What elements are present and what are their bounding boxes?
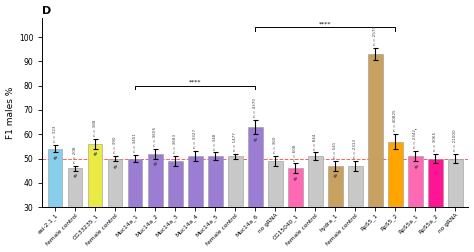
Text: n = 390: n = 390 xyxy=(113,137,117,153)
Bar xyxy=(388,142,402,207)
Bar xyxy=(268,161,283,207)
Text: #: # xyxy=(293,177,298,182)
Bar xyxy=(228,156,243,207)
Y-axis label: F1 males %: F1 males % xyxy=(6,86,15,139)
Text: n = 844: n = 844 xyxy=(313,133,318,150)
Bar xyxy=(68,168,82,207)
Text: #: # xyxy=(93,152,98,158)
Text: #: # xyxy=(153,162,158,167)
Text: #: # xyxy=(413,165,418,170)
Text: n = 3683: n = 3683 xyxy=(173,134,177,153)
Text: n = 40825: n = 40825 xyxy=(393,110,397,131)
Bar xyxy=(48,149,63,207)
Text: #: # xyxy=(253,138,258,143)
Text: n = 348: n = 348 xyxy=(213,133,217,150)
Text: n = 608: n = 608 xyxy=(293,144,297,161)
Text: n = 208: n = 208 xyxy=(73,146,77,163)
Bar xyxy=(448,159,463,207)
Bar xyxy=(368,54,383,207)
Text: n = 1477: n = 1477 xyxy=(233,132,237,151)
Text: ****: **** xyxy=(189,80,201,85)
Bar xyxy=(88,144,102,207)
Text: n = 4370: n = 4370 xyxy=(253,98,257,117)
Text: n = 21000: n = 21000 xyxy=(454,129,457,151)
Bar xyxy=(148,154,163,207)
Text: n = 2570: n = 2570 xyxy=(374,26,377,45)
Text: n = 541: n = 541 xyxy=(333,142,337,158)
Text: n = 3451: n = 3451 xyxy=(133,133,137,152)
Text: .: . xyxy=(414,122,417,132)
Bar xyxy=(128,159,143,207)
Bar xyxy=(428,159,443,207)
Text: #: # xyxy=(113,165,118,170)
Text: #: # xyxy=(333,174,337,179)
Text: n = 323: n = 323 xyxy=(53,126,57,142)
Text: ****: **** xyxy=(319,22,332,27)
Text: n = 360: n = 360 xyxy=(273,137,277,153)
Text: #: # xyxy=(73,174,78,179)
Text: n = 388: n = 388 xyxy=(93,120,97,136)
Text: n = 2342: n = 2342 xyxy=(413,129,418,148)
Text: n = 3065: n = 3065 xyxy=(433,132,438,151)
Bar xyxy=(348,166,363,207)
Text: #: # xyxy=(53,156,57,161)
Text: n = 3605: n = 3605 xyxy=(153,127,157,146)
Bar xyxy=(188,156,202,207)
Bar xyxy=(408,156,423,207)
Bar xyxy=(328,166,343,207)
Bar xyxy=(248,127,263,207)
Text: D: D xyxy=(42,6,52,16)
Bar xyxy=(168,161,182,207)
Text: n = 3327: n = 3327 xyxy=(193,129,197,148)
Bar xyxy=(208,156,222,207)
Bar xyxy=(308,156,323,207)
Bar xyxy=(108,159,122,207)
Text: n = 2313: n = 2313 xyxy=(354,139,357,158)
Bar xyxy=(288,168,302,207)
